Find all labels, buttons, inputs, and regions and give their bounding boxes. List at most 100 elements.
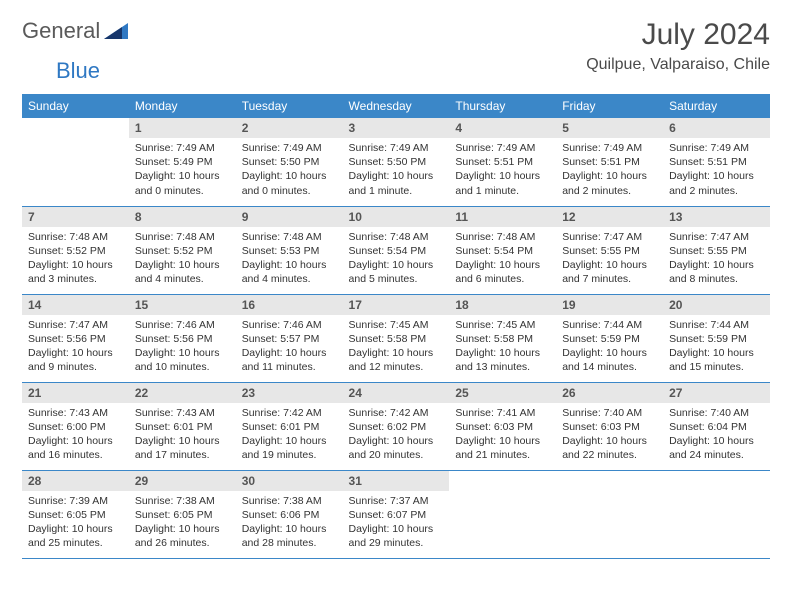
calendar-day-cell: 24Sunrise: 7:42 AMSunset: 6:02 PMDayligh… <box>343 382 450 470</box>
day-sunset: Sunset: 6:01 PM <box>242 420 337 434</box>
day-daylight1: Daylight: 10 hours <box>135 169 230 183</box>
day-sunset: Sunset: 6:00 PM <box>28 420 123 434</box>
calendar-day-cell: 15Sunrise: 7:46 AMSunset: 5:56 PMDayligh… <box>129 294 236 382</box>
calendar-day-cell: 20Sunrise: 7:44 AMSunset: 5:59 PMDayligh… <box>663 294 770 382</box>
day-number <box>22 118 129 138</box>
day-sunrise: Sunrise: 7:47 AM <box>562 230 657 244</box>
title-block: July 2024 Quilpue, Valparaiso, Chile <box>586 18 770 74</box>
calendar-day-cell: 8Sunrise: 7:48 AMSunset: 5:52 PMDaylight… <box>129 206 236 294</box>
day-daylight1: Daylight: 10 hours <box>28 434 123 448</box>
day-daylight1: Daylight: 10 hours <box>135 522 230 536</box>
page-title: July 2024 <box>586 18 770 52</box>
day-daylight2: and 1 minute. <box>349 184 444 198</box>
day-number <box>449 471 556 491</box>
day-daylight2: and 4 minutes. <box>135 272 230 286</box>
day-daylight1: Daylight: 10 hours <box>669 258 764 272</box>
day-sunset: Sunset: 6:03 PM <box>455 420 550 434</box>
day-body: Sunrise: 7:49 AMSunset: 5:49 PMDaylight:… <box>129 138 236 202</box>
day-daylight1: Daylight: 10 hours <box>562 169 657 183</box>
day-sunrise: Sunrise: 7:44 AM <box>562 318 657 332</box>
calendar-day-cell <box>22 118 129 206</box>
day-daylight1: Daylight: 10 hours <box>349 434 444 448</box>
day-body: Sunrise: 7:44 AMSunset: 5:59 PMDaylight:… <box>556 315 663 379</box>
day-number: 5 <box>556 118 663 138</box>
day-daylight1: Daylight: 10 hours <box>28 346 123 360</box>
day-daylight2: and 11 minutes. <box>242 360 337 374</box>
calendar-day-cell: 30Sunrise: 7:38 AMSunset: 6:06 PMDayligh… <box>236 470 343 558</box>
day-sunrise: Sunrise: 7:49 AM <box>349 141 444 155</box>
day-daylight1: Daylight: 10 hours <box>669 434 764 448</box>
calendar-day-cell: 18Sunrise: 7:45 AMSunset: 5:58 PMDayligh… <box>449 294 556 382</box>
day-number: 12 <box>556 207 663 227</box>
day-number: 24 <box>343 383 450 403</box>
day-daylight2: and 5 minutes. <box>349 272 444 286</box>
day-daylight1: Daylight: 10 hours <box>135 434 230 448</box>
day-daylight1: Daylight: 10 hours <box>242 522 337 536</box>
day-sunrise: Sunrise: 7:40 AM <box>562 406 657 420</box>
day-sunset: Sunset: 5:59 PM <box>669 332 764 346</box>
day-body: Sunrise: 7:48 AMSunset: 5:54 PMDaylight:… <box>343 227 450 291</box>
day-sunset: Sunset: 5:50 PM <box>242 155 337 169</box>
calendar-day-cell: 19Sunrise: 7:44 AMSunset: 5:59 PMDayligh… <box>556 294 663 382</box>
day-body: Sunrise: 7:45 AMSunset: 5:58 PMDaylight:… <box>343 315 450 379</box>
day-daylight1: Daylight: 10 hours <box>242 434 337 448</box>
day-sunrise: Sunrise: 7:48 AM <box>349 230 444 244</box>
day-sunrise: Sunrise: 7:47 AM <box>28 318 123 332</box>
calendar-day-cell: 4Sunrise: 7:49 AMSunset: 5:51 PMDaylight… <box>449 118 556 206</box>
day-sunrise: Sunrise: 7:47 AM <box>669 230 764 244</box>
day-sunrise: Sunrise: 7:40 AM <box>669 406 764 420</box>
calendar-day-cell: 28Sunrise: 7:39 AMSunset: 6:05 PMDayligh… <box>22 470 129 558</box>
day-sunset: Sunset: 5:58 PM <box>349 332 444 346</box>
day-daylight2: and 9 minutes. <box>28 360 123 374</box>
day-body: Sunrise: 7:38 AMSunset: 6:06 PMDaylight:… <box>236 491 343 555</box>
day-number: 9 <box>236 207 343 227</box>
weekday-header: Wednesday <box>343 94 450 118</box>
day-number: 20 <box>663 295 770 315</box>
day-sunrise: Sunrise: 7:42 AM <box>242 406 337 420</box>
day-body: Sunrise: 7:48 AMSunset: 5:53 PMDaylight:… <box>236 227 343 291</box>
calendar-day-cell: 2Sunrise: 7:49 AMSunset: 5:50 PMDaylight… <box>236 118 343 206</box>
day-daylight2: and 19 minutes. <box>242 448 337 462</box>
day-body: Sunrise: 7:49 AMSunset: 5:51 PMDaylight:… <box>663 138 770 202</box>
day-number: 29 <box>129 471 236 491</box>
day-daylight2: and 0 minutes. <box>135 184 230 198</box>
calendar-day-cell: 12Sunrise: 7:47 AMSunset: 5:55 PMDayligh… <box>556 206 663 294</box>
day-daylight1: Daylight: 10 hours <box>562 258 657 272</box>
day-sunset: Sunset: 5:51 PM <box>455 155 550 169</box>
day-sunset: Sunset: 5:56 PM <box>28 332 123 346</box>
calendar-day-cell: 13Sunrise: 7:47 AMSunset: 5:55 PMDayligh… <box>663 206 770 294</box>
day-number: 14 <box>22 295 129 315</box>
day-daylight2: and 0 minutes. <box>242 184 337 198</box>
day-daylight1: Daylight: 10 hours <box>669 169 764 183</box>
day-daylight2: and 14 minutes. <box>562 360 657 374</box>
day-daylight2: and 13 minutes. <box>455 360 550 374</box>
weekday-header: Friday <box>556 94 663 118</box>
day-daylight2: and 28 minutes. <box>242 536 337 550</box>
day-daylight1: Daylight: 10 hours <box>28 258 123 272</box>
day-daylight1: Daylight: 10 hours <box>349 169 444 183</box>
day-daylight2: and 24 minutes. <box>669 448 764 462</box>
day-body: Sunrise: 7:49 AMSunset: 5:51 PMDaylight:… <box>556 138 663 202</box>
calendar-day-cell: 31Sunrise: 7:37 AMSunset: 6:07 PMDayligh… <box>343 470 450 558</box>
calendar-day-cell: 29Sunrise: 7:38 AMSunset: 6:05 PMDayligh… <box>129 470 236 558</box>
day-sunrise: Sunrise: 7:45 AM <box>455 318 550 332</box>
day-number: 17 <box>343 295 450 315</box>
calendar-day-cell: 10Sunrise: 7:48 AMSunset: 5:54 PMDayligh… <box>343 206 450 294</box>
day-body <box>22 138 129 145</box>
calendar-day-cell <box>556 470 663 558</box>
day-sunrise: Sunrise: 7:44 AM <box>669 318 764 332</box>
day-sunrise: Sunrise: 7:49 AM <box>135 141 230 155</box>
day-body: Sunrise: 7:44 AMSunset: 5:59 PMDaylight:… <box>663 315 770 379</box>
calendar-day-cell <box>449 470 556 558</box>
day-sunset: Sunset: 5:49 PM <box>135 155 230 169</box>
day-number: 28 <box>22 471 129 491</box>
day-sunrise: Sunrise: 7:48 AM <box>135 230 230 244</box>
day-body <box>449 491 556 498</box>
calendar-header-row: Sunday Monday Tuesday Wednesday Thursday… <box>22 94 770 118</box>
calendar-day-cell: 22Sunrise: 7:43 AMSunset: 6:01 PMDayligh… <box>129 382 236 470</box>
day-sunrise: Sunrise: 7:43 AM <box>28 406 123 420</box>
day-body: Sunrise: 7:43 AMSunset: 6:01 PMDaylight:… <box>129 403 236 467</box>
calendar-week-row: 7Sunrise: 7:48 AMSunset: 5:52 PMDaylight… <box>22 206 770 294</box>
day-sunset: Sunset: 6:05 PM <box>28 508 123 522</box>
day-sunset: Sunset: 5:52 PM <box>28 244 123 258</box>
